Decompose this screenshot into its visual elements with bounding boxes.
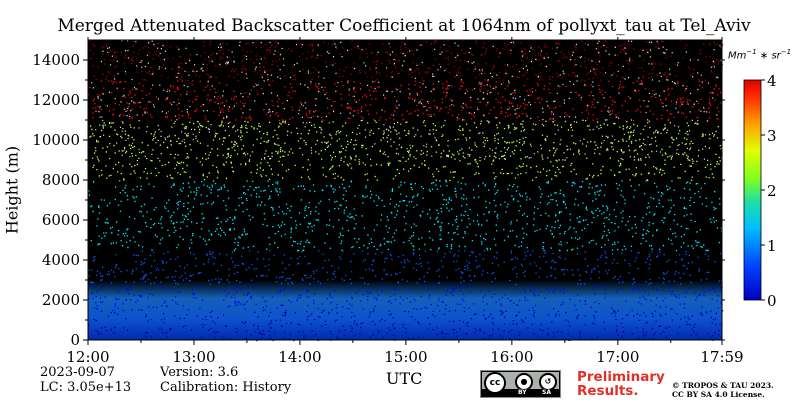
- footer-lc: LC: 3.05e+13: [40, 380, 132, 395]
- layer-dots-3: [88, 180, 724, 252]
- preliminary-line2: Results.: [577, 383, 639, 399]
- y-tick-label: 0: [70, 331, 80, 349]
- aerosol-layer-fill: [88, 280, 722, 340]
- chart-title: Merged Attenuated Backscatter Coefficien…: [57, 16, 751, 36]
- y-axis-label: Height (m): [2, 145, 22, 235]
- y-tick-label: 4000: [42, 251, 80, 269]
- colorbar-tick-label: 0: [767, 292, 777, 310]
- colorbar-tick-label: 4: [767, 72, 777, 90]
- x-tick-label: 14:00: [278, 348, 321, 366]
- copyright-line1: © TROPOS & TAU 2023.: [672, 381, 774, 390]
- plot-frame: [87, 39, 723, 341]
- x-tick-label: 12:00: [66, 348, 109, 366]
- footer-date: 2023-09-07: [40, 365, 115, 380]
- x-axis-label: UTC: [386, 369, 423, 388]
- colorbar-unit-label: Mm−1 ∗ sr−1: [728, 48, 792, 62]
- y-tick-label: 10000: [32, 131, 80, 149]
- colorbar-gradient: [743, 79, 762, 301]
- x-tick-label: 13:00: [172, 348, 215, 366]
- layer-dots-6: [88, 40, 724, 82]
- plot-area: [88, 40, 724, 342]
- copyright-line2: CC BY SA 4.0 License.: [672, 390, 765, 399]
- sa-text: SA: [542, 389, 551, 396]
- preliminary-line1: Preliminary: [577, 369, 665, 385]
- sa-icon: ↺: [539, 373, 557, 391]
- footer-version: Version: 3.6: [160, 365, 239, 380]
- colorbar-tick-label: 1: [767, 237, 777, 255]
- backscatter-dots: [88, 40, 724, 342]
- axes: 0 2000 4000 6000 8000 10000 12000 14000 12:00 13:…: [32, 37, 744, 366]
- x-tick-label: 17:00: [596, 348, 639, 366]
- layer-dots-5: [88, 80, 722, 122]
- y-tick-label: 2000: [42, 291, 80, 309]
- by-text: BY: [518, 389, 527, 396]
- y-tick-label: 8000: [42, 171, 80, 189]
- y-tick-label: 12000: [32, 91, 80, 109]
- aerosol-layer: [88, 280, 722, 340]
- x-tick-label: 15:00: [384, 348, 427, 366]
- y-tick-label: 6000: [42, 211, 80, 229]
- footer-calibration: Calibration: History: [160, 380, 292, 395]
- colorbar-tick-label: 3: [767, 127, 777, 145]
- colorbar: 0 1 2 3 4: [743, 72, 777, 310]
- colorbar-tick-label: 2: [767, 182, 777, 200]
- x-tick-label: 16:00: [490, 348, 533, 366]
- x-tick-label: 17:59: [700, 348, 743, 366]
- cc-icon: cc: [484, 372, 506, 394]
- y-tick-label: 14000: [32, 51, 80, 69]
- by-icon: ●: [515, 373, 533, 391]
- cc-license-badge: cc ● ↺ BY SA: [480, 370, 561, 398]
